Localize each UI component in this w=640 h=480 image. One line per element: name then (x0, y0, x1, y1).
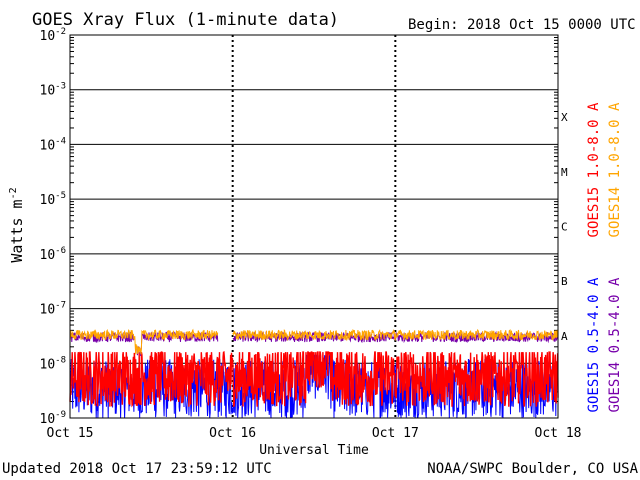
flare-class-label: M (561, 166, 568, 179)
y-axis-label: Watts m-2 (8, 187, 26, 262)
legend-entry: GOES14 1.0-8.0 A (607, 102, 623, 237)
series-goes14-1-0-8-0-a (69, 328, 559, 355)
y-tick-label: 10-6 (40, 246, 67, 263)
x-tick-label: Oct 16 (209, 426, 256, 441)
x-tick-label: Oct 18 (535, 426, 582, 441)
y-tick-label: 10-7 (40, 301, 67, 318)
y-tick-label: 10-9 (40, 410, 67, 427)
flare-class-label: B (561, 275, 568, 288)
y-tick-label: 10-4 (40, 136, 67, 153)
x-tick-label: Oct 17 (372, 426, 419, 441)
flare-class-label: A (561, 330, 568, 343)
source-label: NOAA/SWPC Boulder, CO USA (427, 461, 638, 477)
updated-timestamp: Updated 2018 Oct 17 23:59:12 UTC (2, 461, 272, 477)
y-tick-label: 10-5 (40, 191, 67, 208)
series-goes15-1-0-8-0-a (69, 351, 559, 408)
legend-entry: GOES14 0.5-4.0 A (607, 277, 623, 412)
legend-entry: GOES15 0.5-4.0 A (586, 277, 602, 412)
y-tick-label: 10-2 (40, 27, 67, 44)
legend-entry: GOES15 1.0-8.0 A (586, 102, 602, 237)
x-tick-label: Oct 15 (47, 426, 94, 441)
y-tick-label: 10-8 (40, 355, 67, 372)
y-tick-label: 10-3 (40, 82, 67, 99)
y-axis-label-exp: -2 (8, 187, 19, 199)
series-line (69, 351, 559, 408)
x-axis-label: Universal Time (259, 443, 369, 458)
y-axis-label-base: Watts m (8, 199, 26, 262)
series-line (69, 328, 559, 355)
flare-class-label: C (561, 221, 568, 234)
flare-class-label: X (561, 111, 568, 124)
begin-label: Begin: 2018 Oct 15 0000 UTC (408, 17, 636, 33)
chart-title: GOES Xray Flux (1-minute data) (32, 10, 339, 30)
plot-frame (69, 34, 559, 419)
